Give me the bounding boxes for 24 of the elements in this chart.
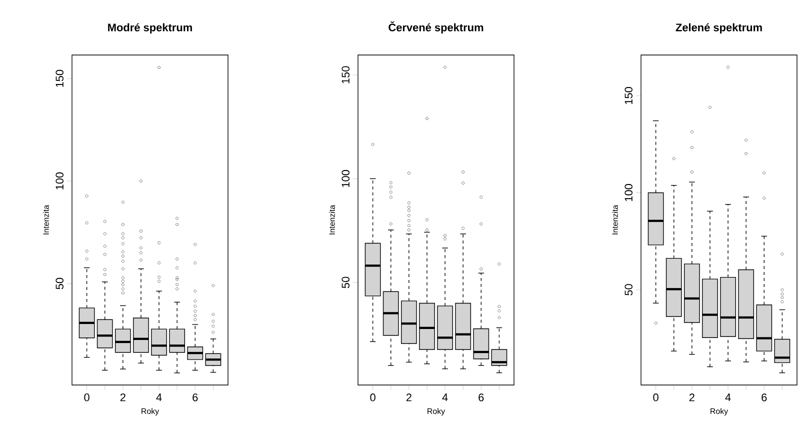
x-tick-label: 2 bbox=[120, 394, 126, 402]
x-tick-label: 2 bbox=[406, 394, 412, 402]
y-tick-label: 100 bbox=[624, 184, 632, 202]
x-tick-label: 6 bbox=[762, 394, 767, 402]
x-tick-label: 0 bbox=[653, 394, 658, 402]
x-tick-label: 6 bbox=[478, 394, 484, 402]
x-tick-label: 4 bbox=[725, 394, 731, 402]
x-tick-label: 4 bbox=[442, 394, 448, 402]
y-tick-label: 100 bbox=[56, 172, 64, 190]
chart-title: Červené spektrum bbox=[388, 21, 484, 34]
y-tick-label: 150 bbox=[624, 87, 632, 104]
x-tick-label: 0 bbox=[370, 394, 376, 402]
x-tick-label: 2 bbox=[689, 394, 694, 402]
x-tick-label: 6 bbox=[192, 394, 198, 402]
y-tick-label: 100 bbox=[342, 170, 350, 188]
y-tick-label: 50 bbox=[624, 284, 632, 296]
x-tick-label: 4 bbox=[156, 394, 162, 402]
y-tick-label: 50 bbox=[342, 276, 350, 288]
y-tick-label: 150 bbox=[56, 70, 64, 87]
y-tick-label: 50 bbox=[56, 278, 64, 290]
chart-title: Zelené spektrum bbox=[676, 23, 762, 34]
x-tick-label: 0 bbox=[84, 394, 90, 402]
chart-title: Modré spektrum bbox=[108, 23, 192, 34]
y-tick-label: 150 bbox=[342, 66, 350, 84]
